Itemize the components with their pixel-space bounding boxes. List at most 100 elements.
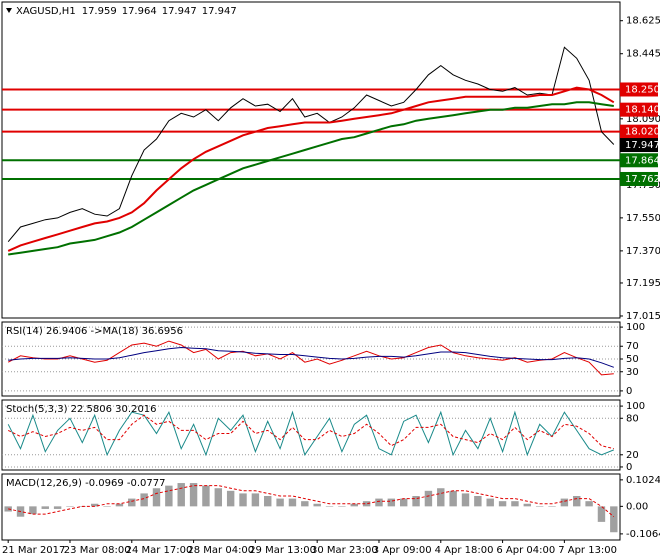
y-tick-label: 0 [626,386,632,397]
series-line [8,101,614,256]
x-tick-label: 30 Mar 23:00 [311,545,378,556]
histogram-bar [251,493,260,507]
histogram-bar [239,493,247,507]
ohlc-value: 17.947 [202,6,237,17]
histogram-bar [189,483,198,507]
histogram-bar [152,488,161,507]
y-tick-label: 17.370 [626,246,660,257]
histogram-bar [535,506,544,507]
x-tick-label: 4 Apr 18:00 [435,545,494,556]
y-tick-label: 17.195 [626,278,660,289]
y-tick-label: 100 [626,322,645,333]
x-tick-label: 28 Mar 04:00 [187,545,254,556]
x-tick-label: 29 Mar 13:00 [249,545,316,556]
histogram-bar [165,485,173,507]
series-line [7,46,615,243]
histogram-bar [511,501,519,507]
y-tick-label: 100 [626,401,645,412]
histogram-bar [350,503,358,507]
histogram-bar [288,498,297,507]
series-line [8,485,615,518]
y-tick-label: 18.445 [626,49,660,60]
histogram-bar [4,506,12,512]
y-tick-label: 17.015 [626,311,660,322]
histogram-bar [264,496,272,507]
histogram-bar [115,503,124,507]
level-tag [620,124,658,139]
level-label: 17.864 [625,155,660,166]
histogram-bar [585,501,593,507]
histogram-bar [573,496,581,507]
histogram-bar [560,498,569,507]
histogram-bar [486,498,494,507]
last-price-tag [620,138,658,153]
histogram-bar [53,506,62,509]
histogram-bar [41,506,49,509]
level-label: 18.020 [625,127,660,138]
panel-frame [1,473,621,541]
panel-title: MACD(12,26,9) -0.0969 -0.0777 [6,478,166,489]
histogram-bar [424,490,433,507]
y-tick-label: -0.1064 [626,529,660,540]
ohlc-value: 17.947 [162,6,197,17]
level-tag [620,82,658,97]
histogram-bar [103,506,111,507]
y-tick-label: 17.550 [626,213,660,224]
histogram-bar [597,506,606,522]
x-tick-label: 6 Apr 04:00 [496,545,555,556]
histogram-bar [375,498,383,507]
histogram-bar [498,501,507,507]
x-tick-label: 23 Mar 08:00 [64,545,131,556]
x-tick-label: 24 Mar 17:00 [126,545,193,556]
series-line [7,86,615,252]
y-tick-label: 0 [626,462,632,473]
histogram-bar [610,506,618,533]
y-tick-label: 0.1024 [626,475,660,486]
series-line [8,346,614,368]
histogram-bar [474,496,482,507]
x-tick-label: 3 Apr 09:00 [373,545,432,556]
histogram-bar [461,493,470,507]
histogram-bar [437,488,445,507]
histogram-bar [338,506,346,507]
y-tick-label: 0.00 [626,501,648,512]
panel-frame [1,399,621,471]
y-tick-label: 18.625 [626,16,660,27]
histogram-bar [177,483,185,507]
histogram-bar [276,498,284,507]
histogram-bar [214,488,223,507]
histogram-bar [362,501,371,507]
histogram-bar [387,498,396,507]
y-tick-label: 18.090 [626,114,660,125]
histogram-bar [313,503,321,507]
histogram-bar [226,490,235,507]
ohlc-value: 17.964 [122,6,157,17]
histogram-bar [140,493,148,507]
histogram-bar [523,503,532,507]
histogram-bar [301,501,309,507]
menu-arrow [6,8,12,13]
histogram-bar [325,506,334,507]
histogram-bar [128,498,136,507]
y-tick-label: 30 [626,367,639,378]
x-tick-label: 7 Apr 13:00 [558,545,617,556]
series-line [7,414,614,450]
level-tag [620,102,658,117]
panel-title: Stoch(5,3,3) 22.5806 30.2016 [6,404,157,415]
x-tick-label: 21 Mar 2017 [2,545,65,556]
level-tag [620,171,658,186]
histogram-bar [548,506,556,507]
ohlc-value: 17.959 [82,6,117,17]
histogram-bar [412,496,420,507]
y-tick-label: 50 [626,354,639,365]
histogram-bar [66,506,74,507]
y-tick-label: 70 [626,341,639,352]
level-label: 18.140 [625,105,660,116]
y-tick-label: 20 [626,450,639,461]
histogram-bar [202,485,210,507]
series-line [7,410,614,457]
histogram-bar [90,503,99,507]
histogram-bar [29,506,37,515]
panel-title: XAGUSD,H1 [16,6,76,17]
